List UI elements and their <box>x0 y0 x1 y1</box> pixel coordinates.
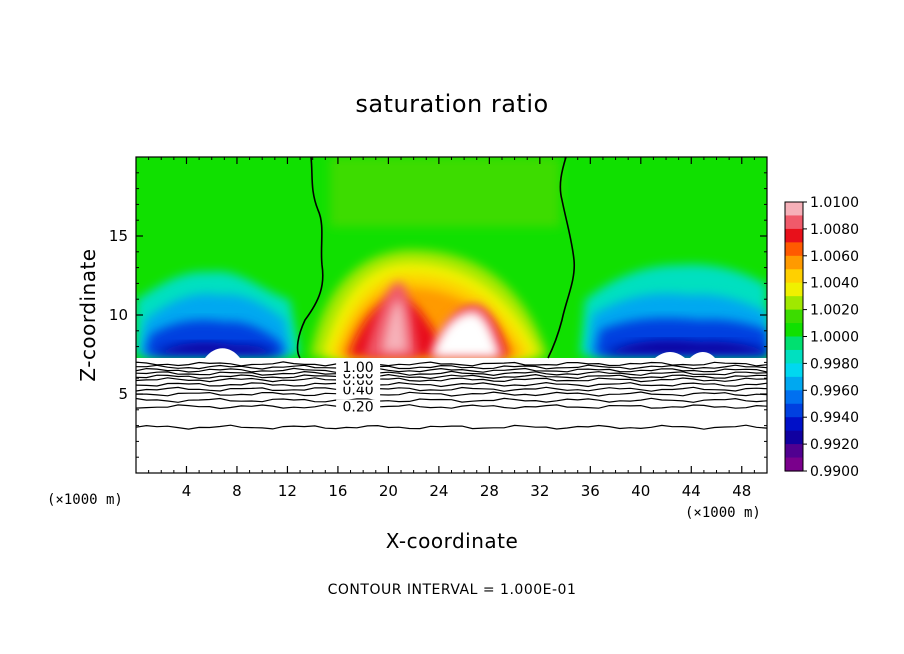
colorbar-swatch-19 <box>785 457 803 472</box>
saturation-boundary-lines <box>296 157 576 359</box>
colorbar-label-6: 0.9980 <box>810 356 859 372</box>
y-tick-label-2: 15 <box>109 227 128 245</box>
colorbar-swatch-12 <box>785 363 803 378</box>
contour-label-bg-4 <box>336 360 381 375</box>
boundary-left <box>296 157 324 359</box>
x-tick-label-5: 24 <box>429 482 448 500</box>
x-tick-label-11: 48 <box>732 482 751 500</box>
x-tick-label-6: 28 <box>480 482 499 500</box>
colorbar-swatch-8 <box>785 309 803 324</box>
colorbar-swatch-13 <box>785 376 803 391</box>
colorbar-label-7: 0.9960 <box>810 383 859 399</box>
saturation-field <box>136 157 767 473</box>
colorbar-swatch-14 <box>785 390 803 405</box>
x-tick-label-3: 16 <box>328 482 347 500</box>
x-tick-label-9: 40 <box>631 482 650 500</box>
plot-area: 0.200.400.600.801.00 <box>136 157 767 473</box>
colorbar-swatch-1 <box>785 215 803 230</box>
colorbar-label-3: 1.0040 <box>810 276 859 292</box>
x-tick-label-2: 12 <box>278 482 297 500</box>
colorbar-swatch-18 <box>785 444 803 459</box>
y-tick-label-1: 10 <box>109 306 128 324</box>
x-tick-label-1: 8 <box>232 482 242 500</box>
x-tick-label-7: 32 <box>530 482 549 500</box>
colorbar-swatch-5 <box>785 269 803 284</box>
colorbar-label-4: 1.0020 <box>810 303 859 319</box>
x-tick-label-8: 36 <box>581 482 600 500</box>
contour-line-labeled-4 <box>136 364 767 370</box>
colorbar-label-2: 1.0060 <box>810 249 859 265</box>
colorbar-swatch-11 <box>785 349 803 364</box>
colorbar-swatch-2 <box>785 228 803 243</box>
contour-interval-note: CONTOUR INTERVAL = 1.000E-01 <box>328 582 577 598</box>
colorbar-swatch-7 <box>785 296 803 311</box>
contour-line-2 <box>136 391 767 397</box>
contour-line-1 <box>136 397 767 403</box>
colorbar-swatch-6 <box>785 282 803 297</box>
contour-line-labeled-3 <box>136 370 767 377</box>
colorbar-swatch-3 <box>785 242 803 257</box>
colorbar-swatch-10 <box>785 336 803 351</box>
contour-line-0 <box>136 424 767 430</box>
contour-line-3 <box>136 381 767 388</box>
colorbar-label-1: 1.0080 <box>810 222 859 238</box>
colorbar-swatch-0 <box>785 202 803 217</box>
x-unit-right: (×1000 m) <box>685 505 761 521</box>
boundary-right <box>547 157 576 359</box>
colorbar-swatch-16 <box>785 417 803 432</box>
colorbar-swatch-9 <box>785 323 803 338</box>
colorbar: 1.0100 1.0080 1.0060 1.0040 1.0020 1.0000 0.99… <box>784 195 859 480</box>
colorbar-label-9: 0.9920 <box>810 437 859 453</box>
x-tick-label-10: 44 <box>682 482 701 500</box>
colorbar-swatch-4 <box>785 255 803 270</box>
colorbar-swatch-15 <box>785 403 803 418</box>
chart-title: saturation ratio <box>355 90 548 118</box>
x-unit-left: (×1000 m) <box>47 492 123 508</box>
contour-label-4: 1.00 <box>343 360 374 376</box>
x-tick-label-0: 4 <box>182 482 192 500</box>
colorbar-swatch-17 <box>785 430 803 445</box>
y-tick-label-0: 5 <box>118 385 128 403</box>
contour-line-labeled-1 <box>136 386 767 392</box>
colorbar-label-8: 0.9940 <box>810 410 859 426</box>
y-axis: 5 10 15 <box>109 172 767 458</box>
contour-line-5 <box>136 367 767 373</box>
contour-lines: 0.200.400.600.801.00 <box>136 360 767 430</box>
x-tick-label-4: 20 <box>379 482 398 500</box>
contour-line-labeled-0 <box>136 404 767 410</box>
colorbar-label-0: 1.0100 <box>810 195 859 211</box>
colorbar-label-10: 0.9900 <box>810 464 859 480</box>
contour-line-labeled-2 <box>136 377 767 383</box>
x-axis-title: X-coordinate <box>386 529 519 553</box>
contour-line-4 <box>136 373 767 380</box>
contour-label-bg-0 <box>336 399 381 414</box>
colorbar-label-5: 1.0000 <box>810 330 859 346</box>
x-axis: 4 8 12 16 20 24 28 32 36 40 44 48 <box>148 157 755 500</box>
contour-label-0: 0.20 <box>343 400 374 416</box>
y-axis-title: Z-coordinate <box>76 248 100 381</box>
